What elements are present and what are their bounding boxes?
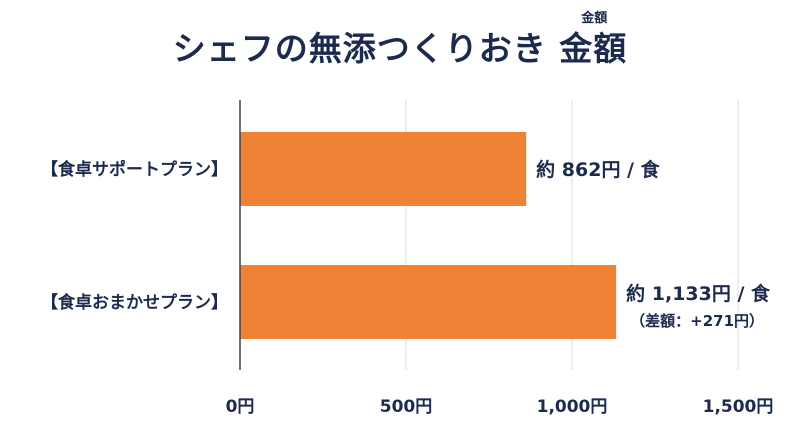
chart-title-text: シェフの無添つくりおき 金額: [172, 29, 628, 68]
bar-1: [240, 265, 617, 339]
x-tick-label-2: 1,000円: [537, 397, 608, 417]
data-sublabel-1: （差額：+271円）: [630, 312, 764, 330]
chart-title-ruby: 金額: [581, 11, 608, 26]
chart-title: シェフの無添つくりおき 金額 金額: [172, 11, 628, 70]
data-label-1: 約 1,133円 / 食: [626, 282, 771, 305]
x-tick-label-3: 1,500円: [703, 397, 774, 417]
x-tick-label-0: 0円: [226, 397, 255, 417]
bar-0: [240, 132, 527, 206]
category-label-0: 【食卓サポートプラン】: [41, 159, 228, 180]
title-wrap: シェフの無添つくりおき 金額 金額: [0, 11, 800, 70]
category-label-1: 【食卓おまかせプラン】: [41, 292, 228, 313]
x-tick-label-1: 500円: [380, 397, 433, 417]
data-label-0: 約 862円 / 食: [536, 158, 660, 181]
